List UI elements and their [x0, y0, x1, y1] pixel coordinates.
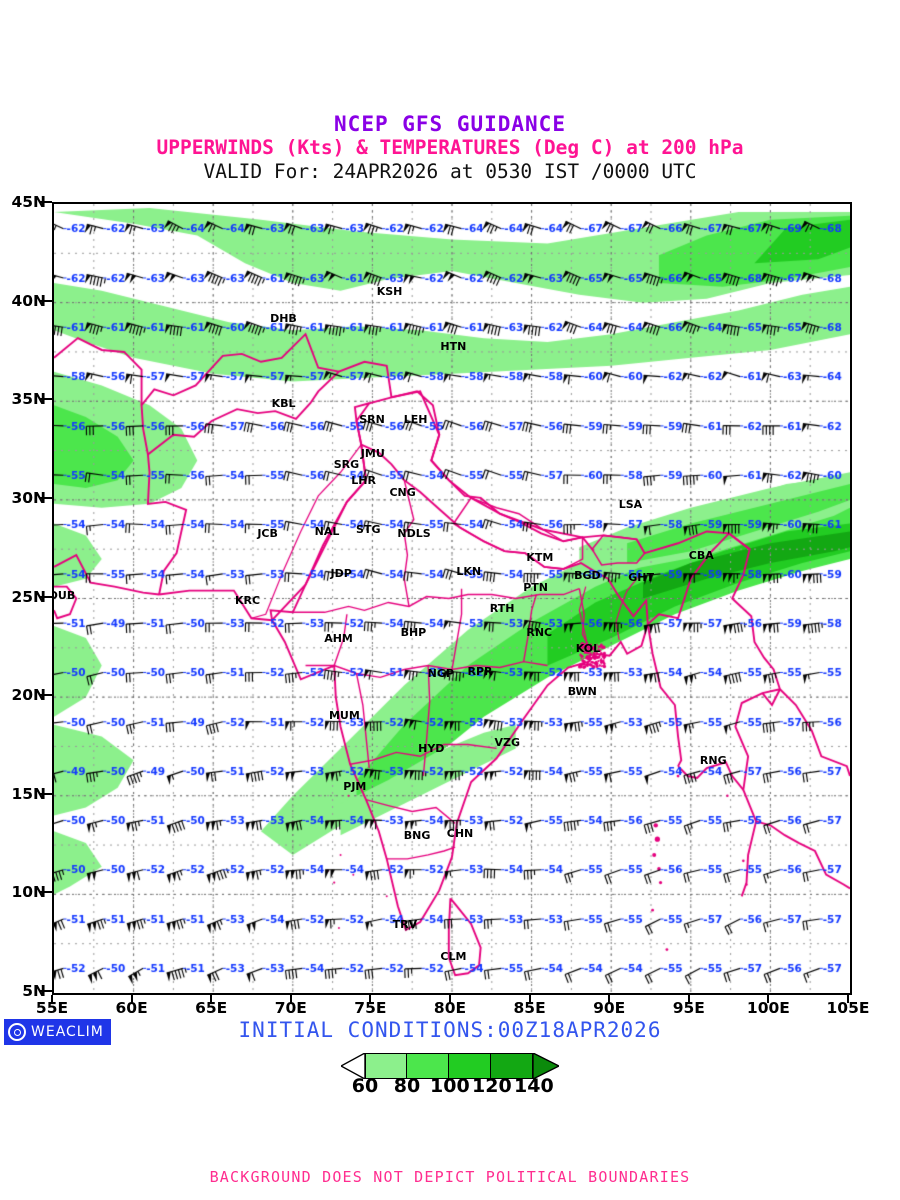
station-label-vzg: VZG: [495, 736, 521, 749]
station-label-srn: SRN: [359, 413, 385, 426]
station-label-krc: KRC: [235, 594, 260, 607]
station-label-bhp: BHP: [401, 626, 427, 639]
x-axis-tickmark: [131, 995, 133, 1003]
x-axis-tickmark: [290, 995, 292, 1003]
station-label-lhr: LHR: [351, 474, 376, 487]
chart-title-secondary: UPPERWINDS (Kts) & TEMPERATURES (Deg C) …: [0, 136, 900, 160]
station-label-jcb: JCB: [257, 527, 278, 540]
x-axis-tickmark: [688, 995, 690, 1003]
station-label-rth: RTH: [490, 602, 515, 615]
station-label-ght: GHT: [628, 571, 654, 584]
station-label-nal: NAL: [315, 525, 340, 538]
y-axis-tickmark: [40, 201, 52, 203]
colorbar-tick-60: 60: [346, 1075, 384, 1097]
colorbar-tick-120: 120: [472, 1075, 510, 1097]
station-label-clm: CLM: [440, 950, 466, 963]
station-label-stg: STG: [356, 523, 380, 536]
chart-valid-time: VALID For: 24APR2026 at 0530 IST /0000 U…: [0, 160, 900, 184]
station-label-mum: MUM: [329, 709, 360, 722]
station-label-bng: BNG: [404, 829, 431, 842]
station-label-chn: CHN: [447, 827, 474, 840]
y-axis-tickmark: [40, 891, 52, 893]
x-axis-tickmark: [529, 995, 531, 1003]
colorbar-tick-100: 100: [430, 1075, 468, 1097]
station-label-trv: TRV: [393, 918, 418, 931]
station-label-jdp: JDP: [331, 567, 352, 580]
station-label-ksh: KSH: [377, 285, 403, 298]
station-label-lkn: LKN: [456, 565, 481, 578]
station-label-ndls: NDLS: [397, 527, 430, 540]
y-axis-tickmark: [40, 694, 52, 696]
colorbar-tick-80: 80: [388, 1075, 426, 1097]
colorbar-tick-140: 140: [514, 1075, 552, 1097]
station-label-ptn: PTN: [523, 581, 548, 594]
station-label-srg: SRG: [334, 458, 359, 471]
station-label-jmu: JMU: [361, 447, 385, 460]
x-axis-tickmark: [369, 995, 371, 1003]
station-label-pjm: PJM: [343, 780, 366, 793]
station-label-bwn: BWN: [568, 685, 597, 698]
station-label-rpr: RPR: [467, 665, 492, 678]
station-label-cng: CNG: [389, 486, 415, 499]
x-axis-tickmark: [449, 995, 451, 1003]
station-label-ktm: KTM: [526, 551, 553, 564]
station-label-rnc: RNC: [526, 626, 552, 639]
station-label-ngp: NGP: [428, 667, 454, 680]
station-label-htn: HTN: [440, 340, 466, 353]
disclaimer-text: BACKGROUND DOES NOT DEPICT POLITICAL BOU…: [0, 1168, 900, 1186]
station-label-kbl: KBL: [272, 397, 296, 410]
station-label-bgd: BGD: [574, 569, 601, 582]
map-plot-area[interactable]: DHB KSH HTN KBL SRN LEH JMU SRG LHR CNG LSA STG NDLS…: [52, 202, 852, 995]
x-axis-tickmark: [608, 995, 610, 1003]
chart-title-primary: NCEP GFS GUIDANCE: [0, 112, 900, 136]
station-label-ahm: AHM: [324, 632, 353, 645]
initial-conditions-label: INITIAL CONDITIONS:00Z18APR2026: [0, 1018, 900, 1042]
y-axis-tickmark: [40, 300, 52, 302]
station-label-rng: RNG: [700, 754, 727, 767]
x-axis-tickmark: [767, 995, 769, 1003]
x-axis-tickmark: [210, 995, 212, 1003]
weather-map-canvas: [54, 204, 850, 993]
station-label-leh: LEH: [404, 413, 428, 426]
y-axis-tickmark: [40, 398, 52, 400]
station-label-kol: KOL: [576, 642, 600, 655]
title-block: NCEP GFS GUIDANCE UPPERWINDS (Kts) & TEM…: [0, 112, 900, 184]
x-axis-tickmark: [847, 995, 849, 1003]
y-axis-tickmark: [40, 596, 52, 598]
station-label-cba: CBA: [689, 549, 714, 562]
x-axis-tickmark: [51, 995, 53, 1003]
station-label-dub: DUB: [52, 589, 75, 602]
y-axis-tickmark: [40, 793, 52, 795]
station-label-dhb: DHB: [270, 312, 297, 325]
y-axis-tickmark: [40, 497, 52, 499]
station-label-lsa: LSA: [619, 498, 642, 511]
y-axis-tickmark: [40, 990, 52, 992]
station-label-hyd: HYD: [418, 742, 444, 755]
